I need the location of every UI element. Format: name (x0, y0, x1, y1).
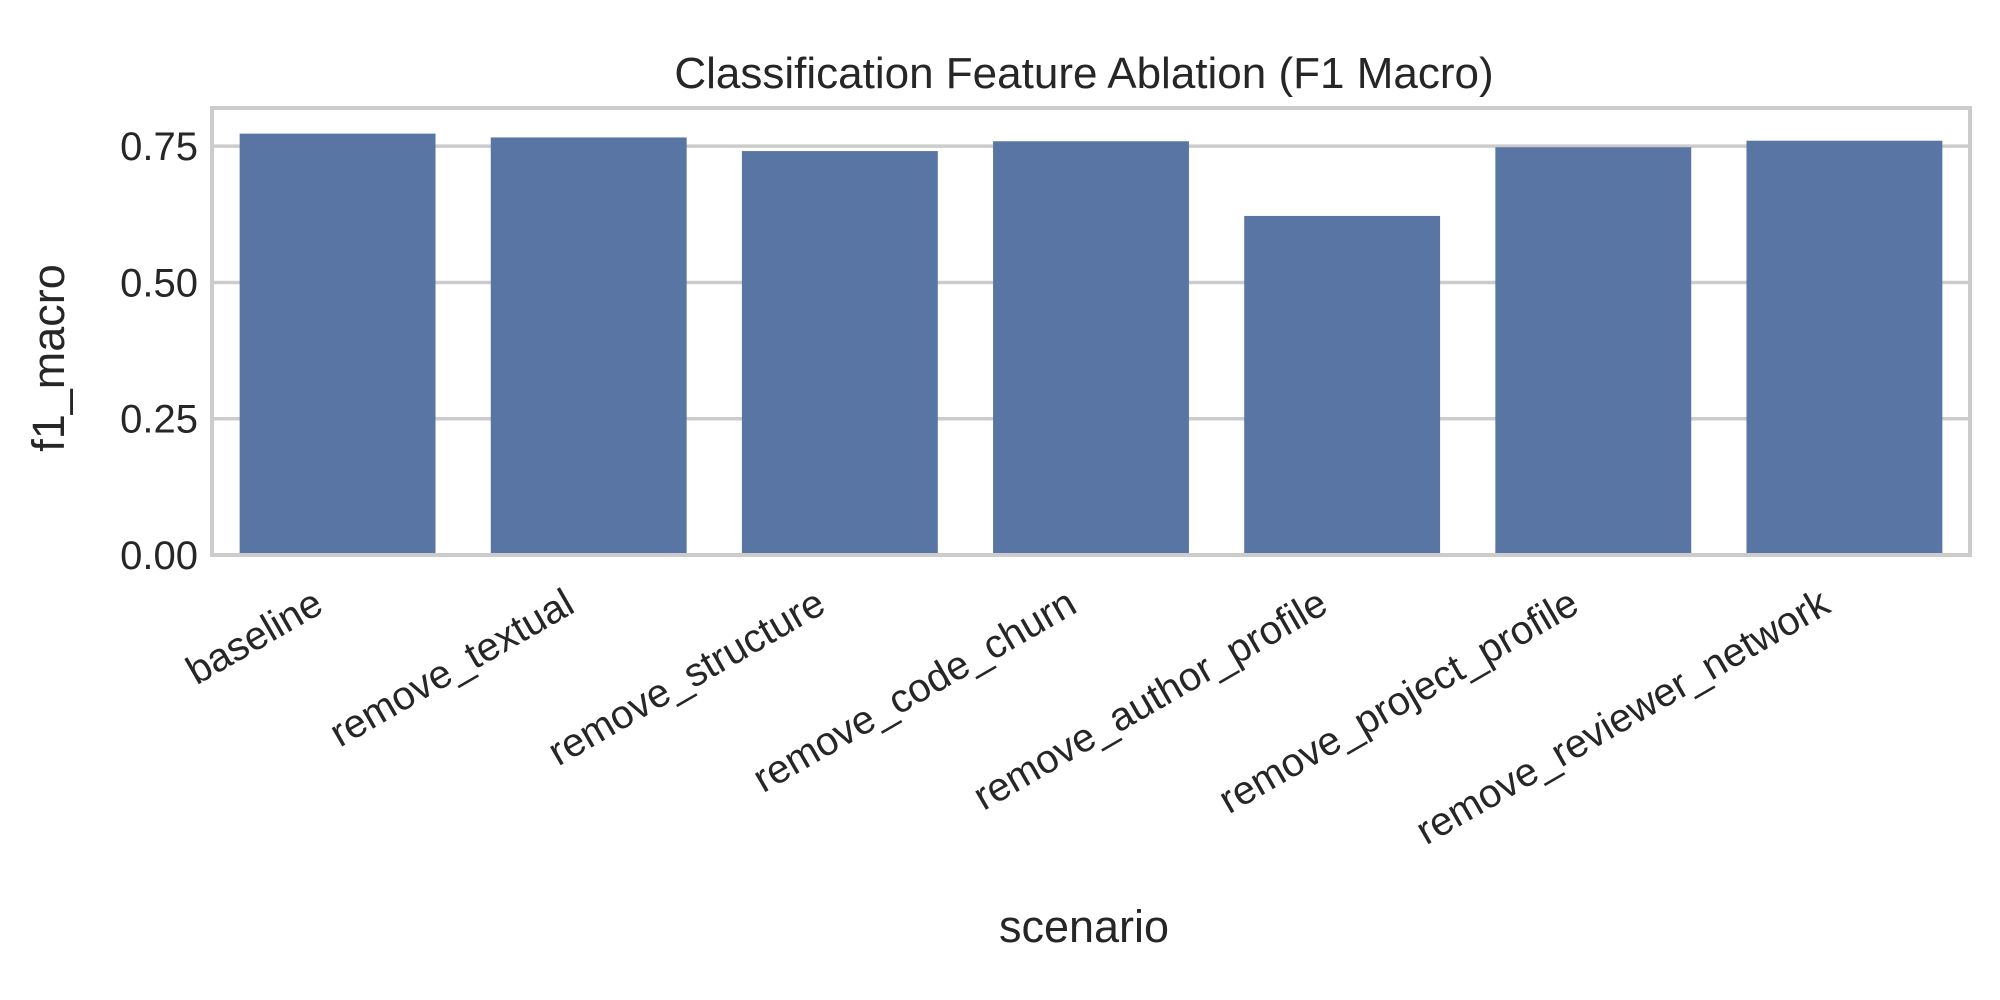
plot-frame (210, 106, 1972, 557)
x-tick-label: remove_textual (322, 581, 581, 756)
bar-remove_textual (490, 137, 687, 555)
x-tick-label: remove_reviewer_network (1409, 580, 1838, 853)
y-tick-label: 0.00 (120, 534, 198, 578)
bar-remove_author_profile (1244, 215, 1441, 555)
y-tick-label: 0.75 (120, 125, 198, 169)
bar-remove_code_churn (993, 141, 1189, 555)
x-axis-label: scenario (999, 901, 1169, 952)
chart-title: Classification Feature Ablation (F1 Macr… (674, 49, 1493, 98)
y-axis-label: f1_macro (23, 264, 74, 452)
y-tick-label: 0.50 (120, 261, 198, 305)
bar-remove_reviewer_network (1746, 140, 1943, 555)
bar-remove_structure (741, 151, 938, 555)
bars (239, 133, 1943, 555)
bar-baseline (239, 133, 436, 555)
x-tick-label: baseline (179, 581, 330, 694)
y-axis-ticks: 0.00 0.25 0.50 0.75 (120, 125, 198, 578)
x-axis-ticks: baselineremove_textualremove_structurere… (179, 580, 1838, 853)
y-tick-label: 0.25 (120, 398, 198, 442)
bar-remove_project_profile (1495, 147, 1692, 555)
